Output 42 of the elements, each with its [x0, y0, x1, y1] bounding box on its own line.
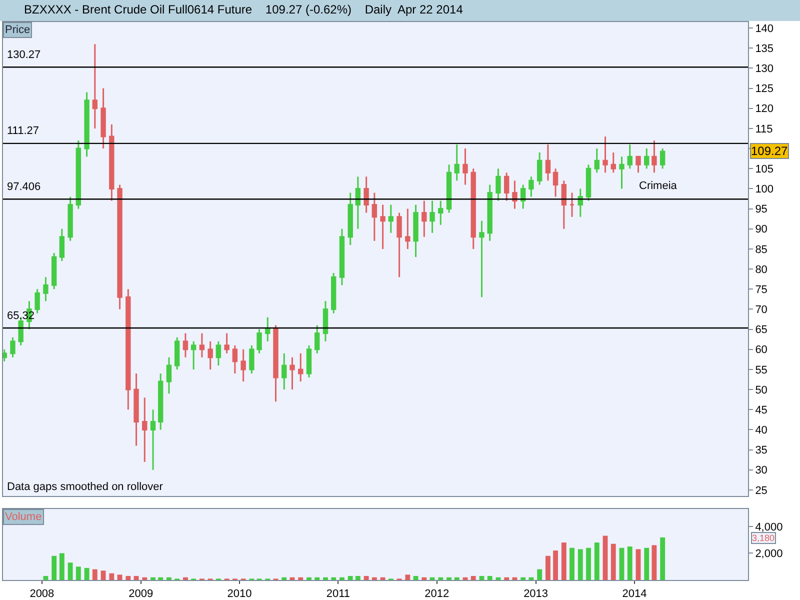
- y-tick-label: 50: [755, 384, 768, 396]
- annotation: Crimeia: [639, 180, 678, 192]
- y-tick-label: 80: [755, 264, 768, 276]
- chart-title: BZXXXX - Brent Crude Oil Full0614 Future 109.27 (-0.62%) Daily Apr 22 2014: [24, 2, 464, 16]
- ref-line-label: 130.27: [7, 49, 41, 61]
- y-tick-label: 85: [755, 244, 768, 256]
- y-tick-label: 65: [755, 324, 768, 336]
- y-tick-label: 120: [755, 103, 774, 116]
- y-axis-title: Volume: [5, 511, 42, 523]
- annotation: 109.27: [751, 144, 788, 158]
- y-tick-label: 2,000: [755, 548, 783, 560]
- y-tick-label: 95: [755, 204, 768, 216]
- y-tick-label: 105: [755, 163, 774, 176]
- y-tick-label: 60: [755, 344, 768, 356]
- x-tick-label: 2010: [227, 588, 252, 600]
- x-tick-label: 2011: [326, 588, 350, 600]
- y-tick-label: 75: [755, 284, 768, 296]
- y-tick-label: 90: [755, 224, 768, 236]
- y-tick-label: 140: [755, 22, 774, 35]
- annotation: Data gaps smoothed on rollover: [7, 481, 164, 493]
- text: 3,180: [752, 533, 775, 543]
- x-tick-label: 2012: [424, 588, 450, 600]
- y-tick-label: 45: [755, 404, 768, 416]
- y-tick-label: 30: [755, 464, 768, 477]
- ref-line-label: 111.27: [7, 125, 40, 137]
- y-tick-label: 125: [755, 83, 774, 96]
- y-tick-label: 100: [755, 184, 774, 196]
- x-tick-label: 2008: [30, 588, 54, 600]
- y-tick-label: 4,000: [755, 521, 783, 534]
- y-tick-label: 35: [755, 444, 768, 457]
- x-tick-label: 2013: [524, 588, 548, 600]
- y-tick-label: 25: [755, 484, 768, 497]
- y-tick-label: 130: [755, 63, 774, 76]
- x-tick-label: 2014: [622, 588, 647, 600]
- y-tick-label: 55: [755, 364, 768, 376]
- ref-line-label: 97.406: [7, 181, 41, 193]
- x-tick-label: 2009: [128, 588, 154, 600]
- y-tick-label: 135: [755, 42, 774, 55]
- y-tick-label: 115: [755, 123, 773, 136]
- y-tick-label: 70: [755, 304, 768, 316]
- y-axis-title: Price: [5, 24, 30, 36]
- y-tick-label: 40: [755, 424, 768, 437]
